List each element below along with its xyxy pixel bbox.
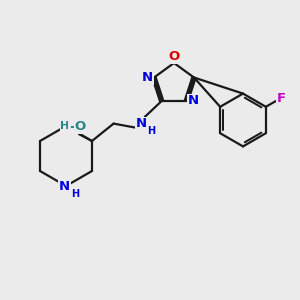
Text: H: H: [60, 121, 70, 131]
Text: O: O: [168, 50, 180, 64]
Text: H: H: [71, 189, 79, 200]
Text: H: H: [147, 126, 155, 136]
Text: –: –: [69, 119, 77, 134]
Text: N: N: [142, 71, 153, 84]
Text: N: N: [136, 117, 147, 130]
Text: F: F: [277, 92, 286, 105]
Text: O: O: [74, 120, 86, 134]
Text: N: N: [59, 179, 70, 193]
Text: N: N: [188, 94, 199, 107]
